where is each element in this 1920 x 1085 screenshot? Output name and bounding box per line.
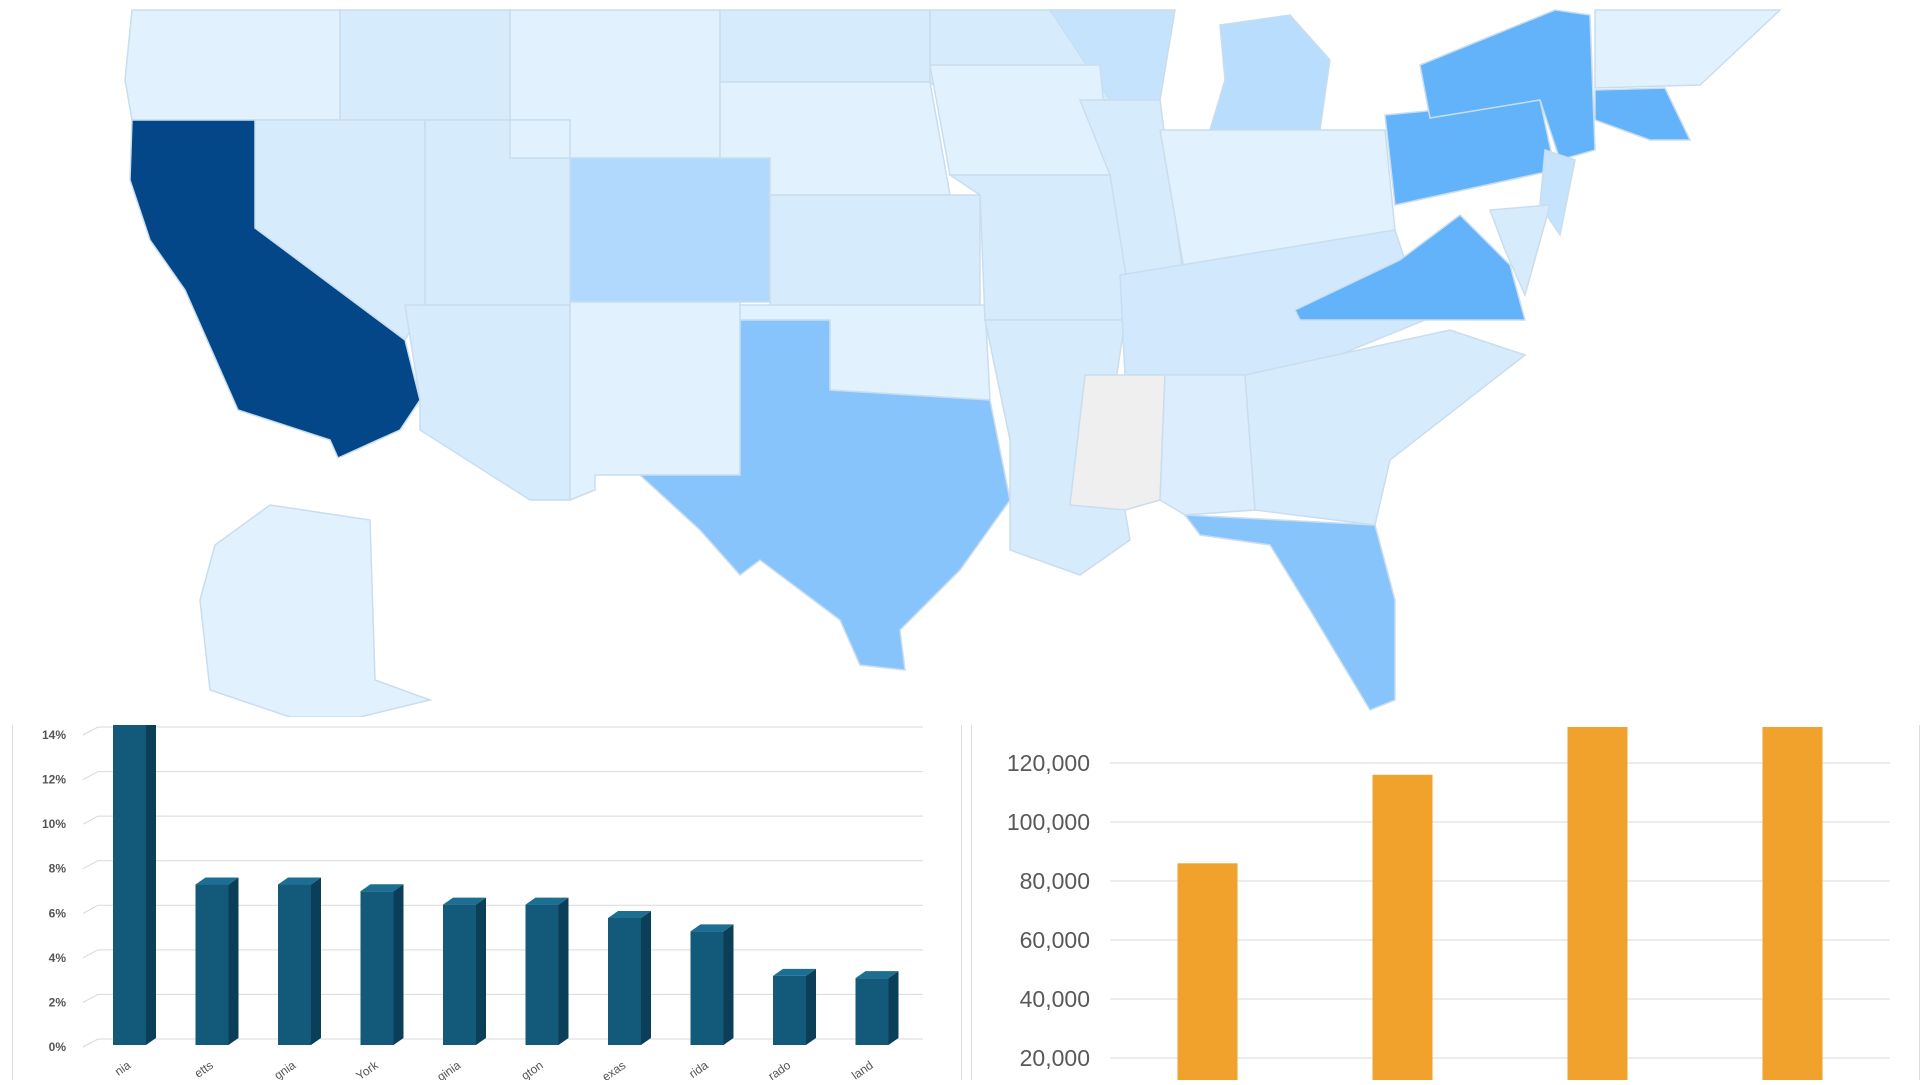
gridline-depth [82,1038,99,1048]
bar [855,978,889,1045]
bar-top [855,971,899,979]
state-virginia [1293,214,1526,321]
bar-top [443,897,486,905]
y-tick-label: 10% [42,817,66,831]
us-choropleth-map [124,9,1782,717]
gridline-depth [82,726,99,736]
state-iowa [929,64,1111,176]
state-idaho-montana [339,9,511,121]
gridline-depth [82,993,99,1003]
y-tick-label: 0% [49,1040,67,1054]
state-alabama [1159,374,1256,516]
state-wyoming [509,119,571,159]
state-mississippi [1069,374,1166,511]
state-california [129,119,421,459]
x-tick-label: York [353,1057,381,1080]
y-tick-label: 40,000 [1020,986,1090,1012]
x-tick-label: rida [686,1058,711,1080]
bar-top [690,924,734,932]
state-texas [638,319,1011,671]
percentage-column-chart: 0% 2% 4% 6% 8% 10% 12% 14% nia etts gnia York ginia g… [12,725,962,1084]
state-new-york [1419,9,1596,161]
bar [608,917,641,1045]
bar [360,891,394,1045]
state-kentucky-tennessee [1119,229,1426,376]
y-tick-label: 8% [49,862,67,876]
bar-top [525,897,569,905]
bar-top [360,884,404,892]
state-florida [1183,514,1396,711]
state-colorado [569,157,771,303]
y-tick-label: 14% [42,728,66,742]
bar-side [476,897,486,1045]
y-tick-label: 80,000 [1020,868,1090,894]
bar [525,904,559,1045]
y-tick-label: 20,000 [1020,1045,1090,1071]
y-tick-label: 12% [42,773,66,787]
state-new-mexico [569,301,741,502]
x-tick-label: land [849,1058,876,1080]
state-massachusetts [1594,87,1692,141]
bar [195,884,229,1045]
x-tick-label: rado [766,1058,794,1080]
bar [1372,774,1433,1080]
bar [1177,863,1238,1080]
bar-side [558,897,569,1045]
bar [1762,727,1823,1080]
bar-side [311,877,321,1045]
state-georgia-carolinas [1244,329,1527,526]
x-tick-label: exas [599,1058,628,1080]
x-tick-label: nia [112,1058,133,1079]
x-tick-label: etts [192,1058,216,1080]
bar [113,725,146,1045]
bar-side [146,725,156,1045]
bar-side [641,910,651,1045]
gridline-depth [82,815,99,825]
state-alaska [199,504,433,717]
y-tick-label: 120,000 [1007,750,1090,776]
x-tick-label: gton [519,1058,546,1080]
bar [1567,727,1628,1080]
x-tick-label: ginia [434,1058,463,1080]
state-washington [124,9,341,121]
bar-side [228,877,239,1045]
bar-top [278,877,321,885]
gridline-depth [82,904,99,914]
bar-top [195,877,239,885]
bar-side [393,884,404,1045]
bar [690,931,724,1045]
state-new-england [1594,9,1782,89]
gridline-depth [82,860,99,870]
state-new-jersey [1539,148,1576,237]
state-kansas [769,194,981,306]
bar [443,904,476,1045]
y-tick-label: 60,000 [1020,927,1090,953]
bar-side [723,924,734,1045]
state-maryland-delaware [1488,204,1552,298]
gridline-depth [82,771,99,781]
y-tick-label: 100,000 [1007,809,1090,835]
bar-top [608,910,651,918]
x-tick-label: gnia [272,1058,299,1080]
gridline-depth [82,949,99,959]
bar-side [888,971,899,1045]
bar-top [773,968,816,976]
y-tick-label: 4% [49,951,67,965]
bar [773,975,806,1045]
y-tick-label: 6% [49,906,67,920]
count-column-chart: 20,000 40,000 60,000 80,000 100,000 120,000 [971,725,1920,1080]
state-north-dakota-east [719,9,931,83]
y-tick-label: 2% [49,995,67,1009]
bar [278,884,311,1045]
bar-side [806,968,816,1045]
